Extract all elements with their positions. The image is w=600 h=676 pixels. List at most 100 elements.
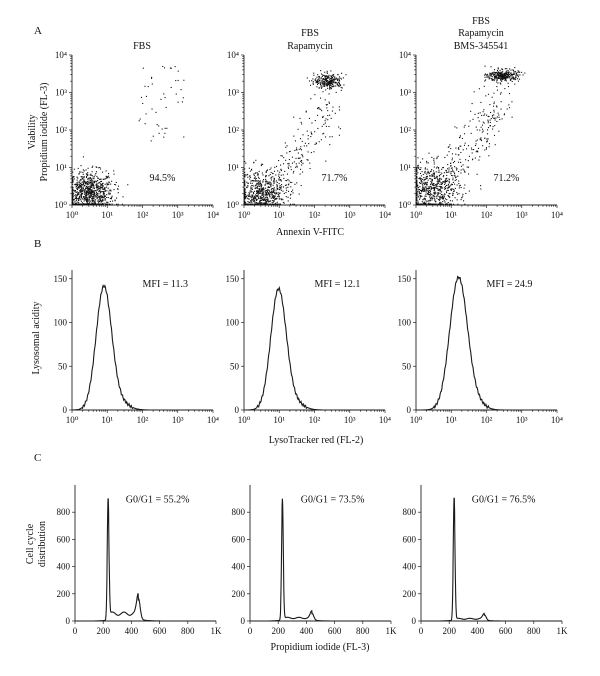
scatter-point bbox=[278, 176, 281, 178]
scatter-point bbox=[449, 165, 452, 167]
scatter-point bbox=[328, 102, 330, 104]
scatter-point bbox=[500, 74, 502, 76]
scatter-point bbox=[464, 171, 466, 173]
scatter-point bbox=[513, 71, 515, 73]
scatter-point bbox=[301, 154, 303, 156]
scatter-point bbox=[111, 180, 113, 182]
scatter-point bbox=[434, 189, 436, 191]
scatter-point bbox=[326, 104, 328, 106]
scatter-point bbox=[467, 173, 470, 175]
scatter-point bbox=[84, 197, 86, 199]
scatter-point bbox=[446, 187, 448, 189]
scatter-point bbox=[422, 202, 424, 204]
scatter-point bbox=[77, 177, 79, 179]
y-tick-label: 400 bbox=[403, 562, 417, 572]
scatter-point bbox=[498, 75, 500, 77]
scatter-point bbox=[72, 181, 74, 183]
scatter-point bbox=[477, 117, 479, 119]
scatter-point bbox=[170, 86, 172, 89]
scatter-point bbox=[80, 187, 83, 189]
scatter-point bbox=[419, 177, 421, 179]
scatter-point bbox=[338, 82, 340, 85]
scatter-point bbox=[481, 124, 484, 126]
scatter-point bbox=[423, 182, 425, 184]
row-b-ylabel: Lysosomal acidity bbox=[31, 301, 42, 374]
scatter-point bbox=[263, 198, 265, 200]
scatter-point bbox=[95, 195, 98, 197]
scatter-point bbox=[489, 121, 491, 124]
scatter-point bbox=[81, 189, 83, 191]
scatter-point bbox=[75, 194, 77, 196]
scatter-point bbox=[86, 195, 88, 197]
scatter-point bbox=[330, 82, 332, 84]
scatter-point bbox=[456, 184, 458, 186]
scatter-point bbox=[254, 197, 256, 199]
scatter-point bbox=[306, 145, 308, 147]
scatter-point bbox=[343, 84, 345, 86]
scatter-point bbox=[309, 167, 311, 170]
scatter-point bbox=[429, 190, 431, 192]
title-rapa-line2: Rapamycin bbox=[287, 41, 333, 52]
scatter-point bbox=[450, 167, 452, 169]
scatter-point bbox=[269, 193, 271, 195]
scatter-point bbox=[325, 77, 327, 79]
scatter-point bbox=[325, 79, 327, 81]
scatter-point bbox=[481, 114, 483, 117]
scatter-point bbox=[314, 94, 316, 96]
scatter-point bbox=[447, 203, 449, 205]
scatter-point bbox=[102, 190, 104, 193]
scatter-point bbox=[73, 178, 75, 180]
scatter-point bbox=[295, 163, 297, 165]
scatter-point bbox=[87, 199, 89, 201]
scatter-point bbox=[286, 152, 288, 154]
scatter-point bbox=[249, 182, 252, 184]
scatter-point bbox=[324, 85, 326, 87]
scatter-point bbox=[92, 191, 94, 193]
row-b-xlabel: LysoTracker red (FL-2) bbox=[269, 435, 364, 446]
scatter-point bbox=[325, 89, 327, 91]
scatter-point bbox=[430, 186, 432, 188]
scatter-point bbox=[494, 119, 496, 121]
scatter-point bbox=[251, 195, 253, 197]
scatter-point bbox=[505, 76, 507, 78]
scatter-point bbox=[79, 191, 81, 193]
scatter-point bbox=[501, 76, 503, 78]
scatter-point bbox=[442, 197, 445, 199]
scatter-point bbox=[513, 78, 515, 80]
scatter-point bbox=[454, 166, 456, 168]
scatter-point bbox=[259, 192, 261, 194]
scatter-point bbox=[280, 189, 282, 191]
scatter-point bbox=[416, 188, 418, 190]
scatter-point bbox=[264, 184, 266, 186]
scatter-point bbox=[254, 187, 256, 189]
scatter-point bbox=[435, 196, 437, 198]
scatter-point bbox=[85, 196, 87, 198]
scatter-point bbox=[330, 117, 332, 119]
scatter-point bbox=[423, 177, 425, 179]
scatter-point bbox=[330, 79, 332, 82]
scatter-point bbox=[122, 196, 124, 198]
scatter-point bbox=[482, 145, 484, 147]
scatter-point bbox=[419, 189, 421, 192]
y-tick-label: 10⁰ bbox=[226, 200, 239, 210]
scatter-point bbox=[104, 187, 106, 189]
scatter-point bbox=[83, 175, 85, 178]
scatter-point bbox=[276, 187, 279, 190]
scatter-point bbox=[249, 170, 251, 172]
scatter-point bbox=[417, 189, 419, 191]
scatter-point bbox=[437, 194, 439, 196]
scatter-point bbox=[262, 195, 265, 197]
scatter-point bbox=[448, 186, 450, 188]
scatter-point bbox=[180, 89, 182, 91]
row-a-ylabel-2: Propidium iodide (FL-3) bbox=[39, 83, 50, 182]
scatter-point bbox=[512, 69, 515, 71]
scatter-point bbox=[279, 186, 281, 188]
scatter-point bbox=[96, 185, 98, 187]
scatter-point bbox=[446, 199, 448, 201]
scatter-point bbox=[257, 174, 259, 176]
scatter-point bbox=[264, 190, 266, 192]
y-tick-label: 600 bbox=[403, 534, 417, 544]
scatter-point bbox=[250, 203, 253, 205]
